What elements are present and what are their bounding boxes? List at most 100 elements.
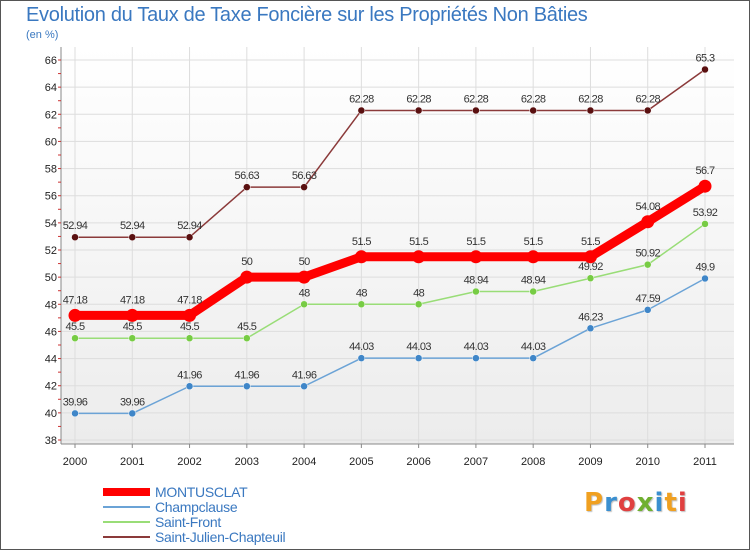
data-point-montusclat xyxy=(469,250,483,264)
x-tick-label: 2010 xyxy=(635,456,659,468)
data-label-champclause: 49.9 xyxy=(695,262,714,274)
data-point-montusclat xyxy=(354,250,368,264)
data-point-champclause xyxy=(185,382,194,391)
data-label-champclause: 41.96 xyxy=(292,369,317,381)
data-point-montusclat xyxy=(698,179,712,193)
data-label-saint-front: 53.92 xyxy=(693,207,718,219)
data-point-montusclat xyxy=(583,250,597,264)
logo-letter: i xyxy=(677,488,688,518)
data-point-montusclat xyxy=(68,308,82,322)
data-point-montusclat xyxy=(297,270,311,284)
data-point-saint-julien-chapteuil xyxy=(472,106,480,115)
series-layer xyxy=(68,65,712,418)
data-label-saint-julien-chapteuil: 62.28 xyxy=(578,93,603,105)
plot-area xyxy=(61,47,734,444)
data-label-saint-front: 45.5 xyxy=(65,321,84,333)
logo-letter: i xyxy=(654,488,665,518)
data-label-saint-julien-chapteuil: 62.28 xyxy=(406,93,431,105)
data-label-champclause: 39.96 xyxy=(120,396,145,408)
legend: MONTUSCLATChampclauseSaint-FrontSaint-Ju… xyxy=(103,484,286,545)
data-label-saint-julien-chapteuil: 62.28 xyxy=(521,93,546,105)
x-tick-label: 2007 xyxy=(464,456,488,468)
y-tick-label: 48 xyxy=(45,299,57,311)
data-label-saint-front: 45.5 xyxy=(237,321,256,333)
data-point-saint-front xyxy=(529,287,537,296)
x-tick-label: 2002 xyxy=(177,456,201,468)
y-tick-label: 62 xyxy=(45,109,57,121)
y-tick-label: 64 xyxy=(45,82,57,94)
y-tick-label: 38 xyxy=(45,435,57,447)
data-point-champclause xyxy=(472,354,480,362)
data-point-montusclat xyxy=(412,250,426,264)
x-tick-label: 2006 xyxy=(406,456,430,468)
x-tick-label: 2011 xyxy=(693,456,717,468)
data-label-saint-front: 50.92 xyxy=(635,248,660,260)
y-tick-label: 52 xyxy=(45,245,57,257)
data-point-champclause xyxy=(300,382,308,391)
data-point-champclause xyxy=(643,306,652,314)
data-point-montusclat xyxy=(641,215,655,229)
data-label-saint-front: 49.92 xyxy=(578,261,603,273)
data-point-saint-front xyxy=(586,274,595,282)
chart-subtitle: (en %) xyxy=(26,29,59,41)
data-label-montusclat: 47.18 xyxy=(120,294,145,306)
data-label-saint-julien-chapteuil: 52.94 xyxy=(63,220,88,232)
data-point-saint-front xyxy=(414,300,423,309)
data-point-champclause xyxy=(701,274,709,283)
data-point-champclause xyxy=(414,354,423,362)
data-labels-layer: 52.94 52.94 52.94 56.63 56.63 62.28 62.28 62.28… xyxy=(63,53,719,409)
data-point-saint-front xyxy=(701,220,709,228)
data-point-saint-julien-chapteuil xyxy=(71,233,79,241)
series-line-saint-julien-chapteuil xyxy=(74,68,706,238)
y-tick-label: 44 xyxy=(45,354,57,366)
data-label-saint-front: 48 xyxy=(356,287,368,299)
y-tick-label: 58 xyxy=(45,164,57,176)
data-label-saint-julien-chapteuil: 62.28 xyxy=(349,93,374,105)
series-line-saint-front xyxy=(74,223,706,339)
data-point-saint-front xyxy=(643,260,652,269)
data-label-saint-julien-chapteuil: 52.94 xyxy=(177,220,202,232)
data-label-saint-julien-chapteuil: 62.28 xyxy=(464,93,489,105)
legend-label-saint-front: Saint-Front xyxy=(155,514,221,530)
data-point-champclause xyxy=(128,409,137,418)
x-tick-label: 2008 xyxy=(521,456,545,468)
data-label-champclause: 41.96 xyxy=(177,369,202,381)
logo-letter: o xyxy=(617,488,637,518)
data-label-saint-julien-chapteuil: 52.94 xyxy=(120,220,145,232)
data-point-saint-front xyxy=(185,334,194,342)
data-label-champclause: 39.96 xyxy=(63,396,88,408)
data-point-saint-front xyxy=(300,300,308,309)
data-label-saint-front: 48.94 xyxy=(464,275,489,287)
data-label-montusclat: 51.5 xyxy=(352,236,371,248)
data-point-saint-front xyxy=(128,334,137,342)
data-label-montusclat: 54.08 xyxy=(635,201,660,213)
data-point-champclause xyxy=(243,382,251,391)
data-label-saint-front: 45.5 xyxy=(180,321,199,333)
data-label-montusclat: 51.5 xyxy=(524,236,543,248)
data-label-montusclat: 50 xyxy=(299,256,311,268)
data-label-saint-front: 48.94 xyxy=(521,275,546,287)
data-point-champclause xyxy=(357,354,366,362)
series-line-montusclat xyxy=(70,181,710,320)
data-point-montusclat xyxy=(183,308,197,322)
data-label-champclause: 44.03 xyxy=(464,341,489,353)
data-point-saint-julien-chapteuil xyxy=(586,106,595,115)
data-point-saint-julien-chapteuil xyxy=(701,65,709,74)
data-label-saint-julien-chapteuil: 62.28 xyxy=(635,93,660,105)
x-tick-label: 2000 xyxy=(63,456,87,468)
data-label-saint-julien-chapteuil: 56.63 xyxy=(235,170,260,182)
data-point-montusclat xyxy=(240,270,254,284)
data-label-montusclat: 56.7 xyxy=(695,165,714,177)
data-point-champclause xyxy=(529,354,537,362)
data-label-champclause: 44.03 xyxy=(349,341,374,353)
data-label-saint-front: 48 xyxy=(299,287,311,299)
y-tick-label: 42 xyxy=(45,381,57,393)
data-point-saint-front xyxy=(243,334,251,342)
data-point-saint-front xyxy=(472,287,480,296)
data-label-saint-julien-chapteuil: 56.63 xyxy=(292,170,317,182)
data-label-champclause: 47.59 xyxy=(635,293,660,305)
data-point-montusclat xyxy=(526,250,540,264)
chart-title: Evolution du Taux de Taxe Foncière sur l… xyxy=(26,4,588,26)
x-tick-label: 2003 xyxy=(235,456,259,468)
